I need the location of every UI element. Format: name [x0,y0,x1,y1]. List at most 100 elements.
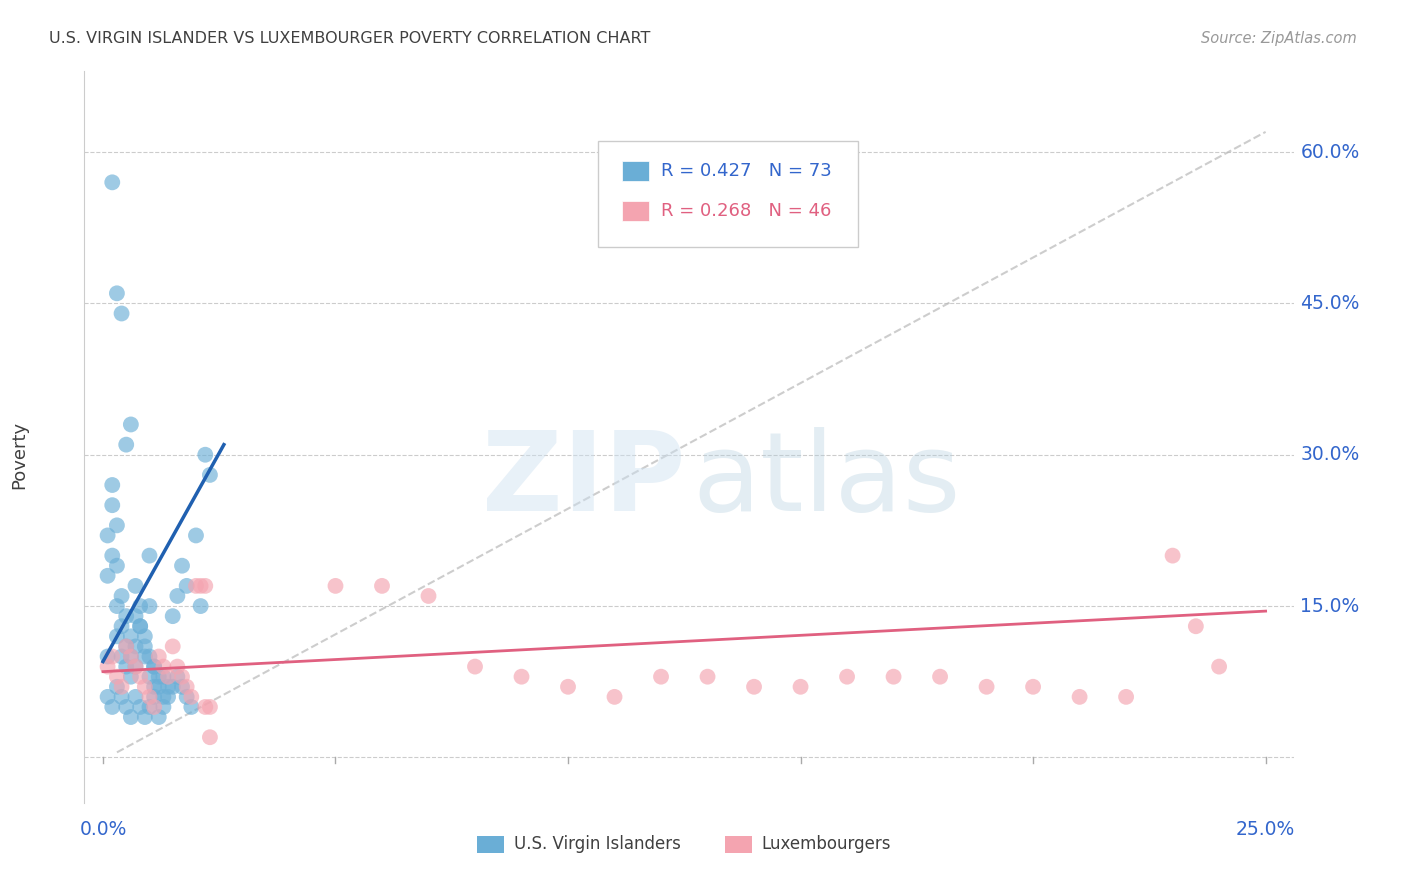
Point [325,579,347,593]
Point [194,700,217,714]
Point [110,306,132,320]
Point [101,700,124,714]
Point [105,670,128,684]
Point [148,670,170,684]
Point [157,680,180,694]
Point [143,659,166,673]
Point [789,680,811,694]
Point [371,579,394,593]
Point [198,467,221,482]
Point [115,609,138,624]
Point [198,700,221,714]
Point [650,670,672,684]
Point [115,640,138,654]
Point [110,690,132,704]
Point [124,690,146,704]
Point [143,700,166,714]
Text: 60.0%: 60.0% [1301,143,1360,161]
Point [101,175,124,189]
Point [110,649,132,664]
Point [97,659,120,673]
Point [120,417,142,432]
Text: 0.0%: 0.0% [79,820,127,839]
Point [1115,690,1137,704]
Point [696,670,718,684]
Text: R = 0.427   N = 73: R = 0.427 N = 73 [661,161,832,180]
Point [162,640,184,654]
Point [170,670,193,684]
Point [557,680,579,694]
Point [105,518,128,533]
Point [101,478,124,492]
Point [120,629,142,643]
Text: Source: ZipAtlas.com: Source: ZipAtlas.com [1201,31,1357,46]
Bar [623,161,650,181]
Bar [623,201,650,221]
Point [162,609,184,624]
Point [198,730,221,744]
Point [97,649,120,664]
Point [152,690,174,704]
Text: Luxembourgers: Luxembourgers [762,836,891,854]
Point [115,437,138,451]
Point [97,569,120,583]
Point [157,690,180,704]
Point [105,629,128,643]
Point [418,589,440,603]
Point [166,670,188,684]
Point [97,690,120,704]
Point [742,680,765,694]
Point [134,710,156,724]
Point [170,558,193,573]
Text: 25.0%: 25.0% [1236,820,1295,839]
Point [138,549,160,563]
Point [124,640,146,654]
Point [134,649,156,664]
Point [115,640,138,654]
Point [129,619,152,633]
Point [180,690,202,704]
Point [1022,680,1045,694]
Point [162,680,184,694]
Point [1161,549,1184,563]
Point [148,680,170,694]
Text: atlas: atlas [693,427,962,534]
Point [105,558,128,573]
Point [115,700,138,714]
Point [138,700,160,714]
Point [129,670,152,684]
Point [510,670,533,684]
FancyBboxPatch shape [599,141,858,247]
Text: 15.0%: 15.0% [1301,597,1360,615]
Point [101,649,124,664]
Text: Poverty: Poverty [10,421,28,489]
Point [152,659,174,673]
Point [134,680,156,694]
Point [194,579,217,593]
Point [124,609,146,624]
Point [143,690,166,704]
Point [157,670,180,684]
Point [148,710,170,724]
Point [110,619,132,633]
Point [883,670,905,684]
Point [143,659,166,673]
Point [166,659,188,673]
Point [134,640,156,654]
Point [176,690,198,704]
Text: U.S. VIRGIN ISLANDER VS LUXEMBOURGER POVERTY CORRELATION CHART: U.S. VIRGIN ISLANDER VS LUXEMBOURGER POV… [49,31,651,46]
Point [124,579,146,593]
Point [115,659,138,673]
Point [138,599,160,613]
Point [143,680,166,694]
Point [184,528,207,542]
Point [124,659,146,673]
Text: 45.0%: 45.0% [1301,293,1360,313]
Point [1069,690,1091,704]
Point [105,599,128,613]
Point [194,448,217,462]
Point [152,670,174,684]
Point [464,659,486,673]
Point [101,498,124,512]
Point [110,680,132,694]
